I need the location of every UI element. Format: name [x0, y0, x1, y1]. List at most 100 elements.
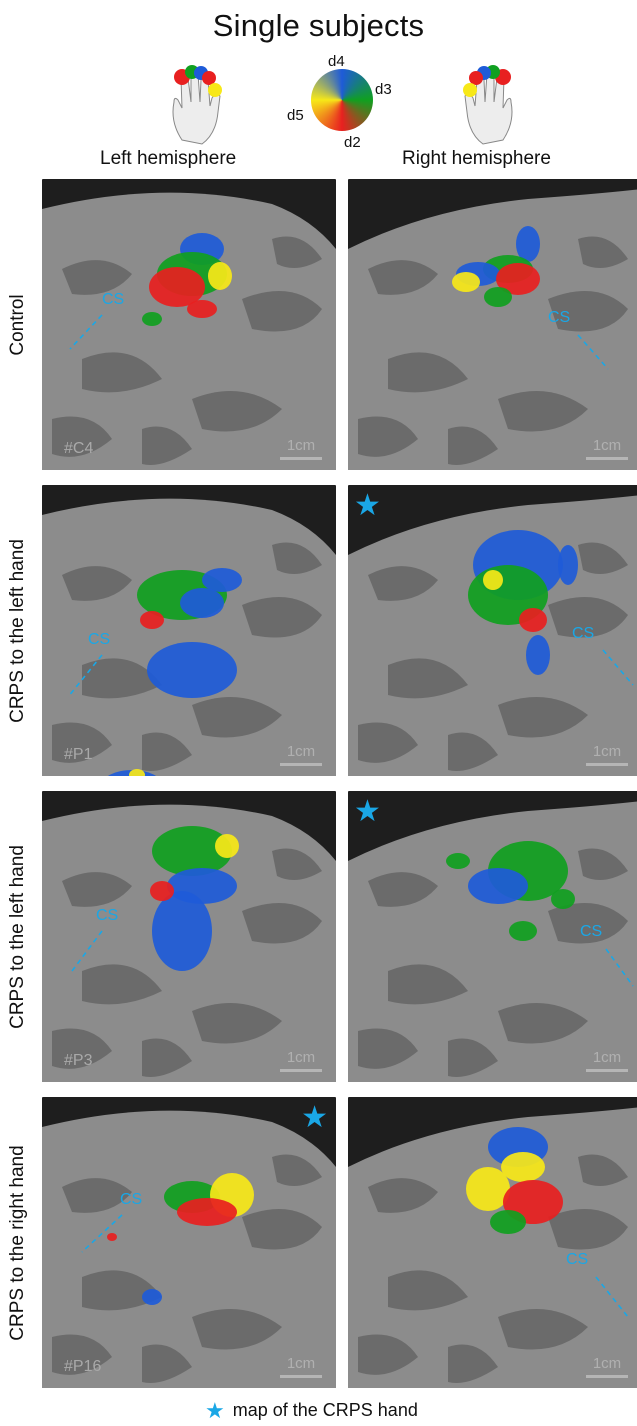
sulcus-label: CS	[566, 1251, 589, 1268]
figure-title: Single subjects	[212, 8, 425, 43]
activation-d5	[452, 272, 480, 292]
activation-d4	[516, 226, 540, 262]
subject-id: #P3	[64, 1052, 93, 1069]
central-sulcus-line	[602, 649, 634, 686]
activation-d5	[215, 834, 239, 858]
activation-d4	[142, 1289, 162, 1305]
sulcus-label: CS	[102, 291, 125, 308]
scale-label: 1cm	[592, 437, 622, 454]
legend-text: map of the CRPS hand	[232, 1400, 418, 1420]
right-hemisphere-map: CS 1cm	[348, 179, 637, 470]
activation-d2	[149, 267, 205, 307]
activation-d5	[501, 1152, 545, 1182]
scale-label: 1cm	[286, 743, 316, 760]
activation-d3	[490, 1210, 526, 1234]
activation-d4	[147, 642, 237, 698]
scale-bar	[586, 1375, 628, 1378]
left-hemisphere-map: CS #C4 1cm	[42, 179, 336, 470]
star-icon: ★	[301, 1101, 328, 1134]
scale-label: 1cm	[286, 437, 316, 454]
wheel-label-d2: d2	[344, 134, 361, 151]
scale-bar	[280, 1375, 322, 1378]
activation-d2	[519, 608, 547, 632]
star-icon: ★	[354, 489, 381, 522]
sulcus-label: CS	[120, 1191, 143, 1208]
activation-d5	[129, 769, 145, 776]
activation-d2	[177, 1198, 237, 1226]
activation-d3	[152, 826, 232, 876]
left-hemisphere-map: CS #P1 1cm	[42, 485, 336, 776]
right-hand-icon	[455, 62, 525, 152]
right-hemisphere-heading: Right hemisphere	[402, 148, 551, 169]
scale-bar	[280, 763, 322, 766]
activation-d2	[140, 611, 164, 629]
scale-bar	[280, 457, 322, 460]
activation-d3	[142, 312, 162, 326]
activation-d2	[496, 263, 540, 295]
scale-bar	[280, 1069, 322, 1072]
sulcus-label: CS	[96, 907, 119, 924]
subject-id: #P16	[64, 1358, 102, 1375]
sulcus-label: CS	[572, 625, 595, 642]
activation-d3	[551, 889, 575, 909]
scale-bar	[586, 457, 628, 460]
activation-d4	[468, 868, 528, 904]
central-sulcus-line	[81, 1214, 123, 1253]
wheel-label-d3: d3	[375, 81, 392, 98]
cortex-surface	[348, 179, 637, 470]
subject-id: #P1	[64, 746, 93, 763]
sulcus-label: CS	[580, 923, 603, 940]
activation-d2	[187, 300, 217, 318]
activation-d3	[484, 287, 512, 307]
scale-label: 1cm	[286, 1049, 316, 1066]
activation-d3	[509, 921, 537, 941]
sulcus-label: CS	[88, 631, 111, 648]
right-hemisphere-map: CS 1cm ★	[348, 791, 637, 1082]
sulcus-label: CS	[548, 309, 571, 326]
row-label: CRPS to the right hand	[7, 1144, 28, 1341]
legend: ★ map of the CRPS hand	[205, 1396, 418, 1426]
subject-id: #C4	[64, 440, 94, 457]
scale-label: 1cm	[592, 1355, 622, 1372]
cortex-surface	[348, 1097, 637, 1388]
cortex-surface	[348, 485, 637, 776]
activation-d5	[208, 262, 232, 290]
activation-d5	[466, 1167, 510, 1211]
right-hemisphere-map: CS 1cm ★	[348, 485, 637, 776]
color-wheel-icon	[311, 69, 373, 131]
left-hemisphere-heading: Left hemisphere	[100, 148, 237, 169]
right-hemisphere-map: CS 1cm	[348, 1097, 637, 1388]
scale-label: 1cm	[592, 743, 622, 760]
cortex-surface	[42, 1097, 336, 1388]
scale-bar	[586, 1069, 628, 1072]
activation-d4	[180, 588, 224, 618]
left-hemisphere-map: CS #P3 1cm	[42, 791, 336, 1082]
central-sulcus-line	[577, 334, 609, 370]
activation-d2	[107, 1233, 117, 1241]
row-label: CRPS to the left hand	[7, 538, 28, 723]
activation-d2	[150, 881, 174, 901]
central-sulcus-line	[605, 948, 634, 987]
row-label: CRPS to the left hand	[7, 844, 28, 1029]
cortex-surface	[42, 485, 336, 776]
wheel-label-d4: d4	[328, 53, 345, 70]
scale-bar	[586, 763, 628, 766]
cortex-surface	[42, 791, 336, 1082]
left-hand-icon	[160, 62, 230, 152]
scale-label: 1cm	[286, 1355, 316, 1372]
star-icon: ★	[205, 1398, 225, 1423]
activation-d4	[152, 891, 212, 971]
cortex-surface	[42, 179, 336, 470]
activation-d4	[526, 635, 550, 675]
activation-d4	[202, 568, 242, 592]
wheel-label-d5: d5	[287, 107, 304, 124]
row-label: Control	[7, 293, 28, 356]
star-icon: ★	[354, 795, 381, 828]
activation-d3	[446, 853, 470, 869]
central-sulcus-line	[67, 654, 103, 698]
activation-d4	[558, 545, 578, 585]
left-hemisphere-map: CS #P16 1cm ★	[42, 1097, 336, 1388]
scale-label: 1cm	[592, 1049, 622, 1066]
digit-colormap: d4 d3 d5 d2	[278, 53, 408, 155]
activation-d5	[483, 570, 503, 590]
